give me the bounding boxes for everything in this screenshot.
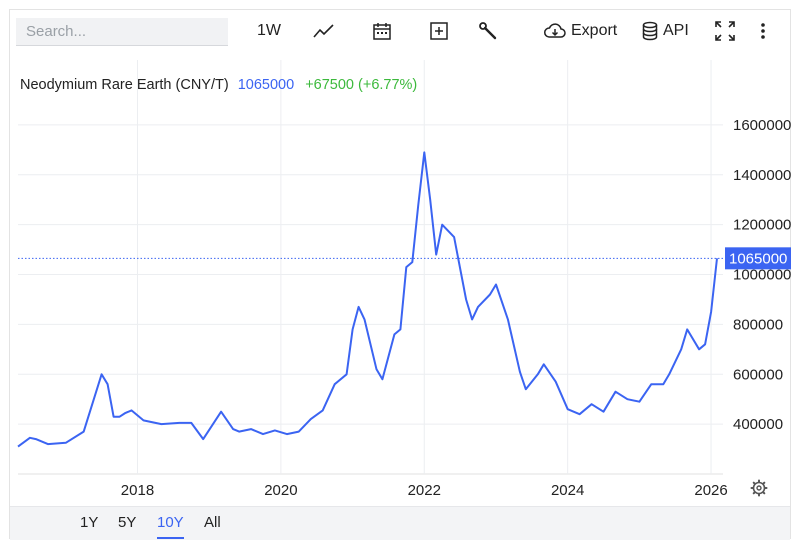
- fullscreen-icon: [715, 21, 735, 41]
- fullscreen-button[interactable]: [714, 18, 736, 44]
- database-icon: [642, 21, 658, 41]
- x-tick-label: 2026: [694, 482, 727, 499]
- range-selector: 1Y 5Y 10Y All: [10, 506, 790, 540]
- x-tick-label: 2020: [264, 482, 297, 499]
- interval-label: 1W: [257, 22, 281, 39]
- api-label: API: [663, 22, 689, 39]
- y-tick-label: 1600000: [733, 117, 791, 134]
- x-tick-label: 2024: [551, 482, 584, 499]
- range-button-1y[interactable]: 1Y: [80, 514, 99, 531]
- plus-box-icon: [430, 22, 448, 40]
- cloud-download-icon: [544, 23, 566, 38]
- chart-type-button[interactable]: [313, 18, 335, 44]
- y-tick-label: 1400000: [733, 167, 791, 184]
- wrench-icon: [479, 22, 497, 40]
- toolbar: 1W Export API: [0, 0, 800, 50]
- date-range-button[interactable]: [372, 18, 392, 44]
- price-series-line: [17, 151, 718, 448]
- range-button-all[interactable]: All: [204, 514, 221, 531]
- price-chart: 2018 2020 2022 2024 2026 400000 600000 800000 1…: [17, 60, 791, 499]
- calendar-icon: [373, 23, 391, 40]
- interval-button[interactable]: 1W: [257, 18, 281, 44]
- y-tick-label: 600000: [733, 366, 783, 383]
- legend-name: Neodymium Rare Earth (CNY/T): [20, 77, 229, 93]
- last-price-tag-text: 1065000: [729, 250, 787, 267]
- api-button[interactable]: API: [641, 18, 689, 44]
- chart-settings-button[interactable]: [750, 479, 768, 497]
- legend: Neodymium Rare Earth (CNY/T) 1065000 +67…: [20, 77, 417, 93]
- export-label: Export: [571, 22, 618, 39]
- y-tick-label: 800000: [733, 316, 783, 333]
- last-price-tag: [725, 247, 791, 270]
- more-vertical-icon: [761, 23, 765, 39]
- x-tick-label: 2022: [408, 482, 441, 499]
- chart-widget: [9, 9, 791, 539]
- legend-change: +67500 (+6.77%): [305, 77, 417, 93]
- y-axis: 400000 600000 800000 1000000 1200000 1400000 1…: [733, 117, 791, 433]
- x-tick-label: 2018: [121, 482, 154, 499]
- legend-price: 1065000: [238, 77, 294, 93]
- grid: [18, 60, 723, 475]
- x-axis: 2018 2020 2022 2024 2026: [121, 482, 728, 499]
- y-tick-label: 1200000: [733, 217, 791, 234]
- search-input[interactable]: [16, 18, 228, 46]
- more-button[interactable]: [758, 18, 768, 44]
- export-button[interactable]: Export: [543, 18, 617, 44]
- y-tick-label: 400000: [733, 416, 783, 433]
- line-chart-icon: [313, 24, 334, 38]
- settings-tool-button[interactable]: [478, 18, 498, 44]
- range-button-10y[interactable]: 10Y: [157, 514, 184, 539]
- y-tick-label: 1000000: [733, 267, 791, 284]
- range-button-5y[interactable]: 5Y: [118, 514, 137, 531]
- compare-button[interactable]: [429, 18, 449, 44]
